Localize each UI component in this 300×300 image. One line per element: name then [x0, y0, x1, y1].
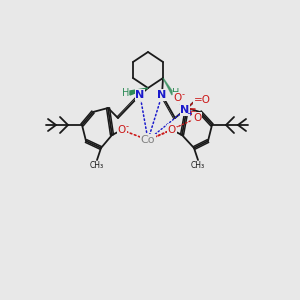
Text: N: N	[180, 105, 190, 115]
Text: O: O	[174, 93, 182, 103]
Text: CH₃: CH₃	[191, 161, 205, 170]
Text: H: H	[122, 88, 130, 98]
Text: H: H	[172, 88, 180, 98]
Text: -: -	[176, 122, 178, 131]
Text: N: N	[158, 90, 166, 100]
Text: O: O	[118, 125, 126, 135]
Text: N: N	[135, 90, 145, 100]
Text: +: +	[187, 110, 194, 118]
Polygon shape	[130, 88, 148, 95]
Text: O: O	[168, 125, 176, 135]
Text: -: -	[125, 122, 128, 131]
Text: CH₃: CH₃	[90, 161, 104, 170]
Text: -: -	[182, 91, 184, 100]
Text: O: O	[193, 113, 201, 123]
Text: Co: Co	[141, 135, 155, 145]
Polygon shape	[163, 78, 172, 95]
Text: =O: =O	[194, 95, 211, 105]
